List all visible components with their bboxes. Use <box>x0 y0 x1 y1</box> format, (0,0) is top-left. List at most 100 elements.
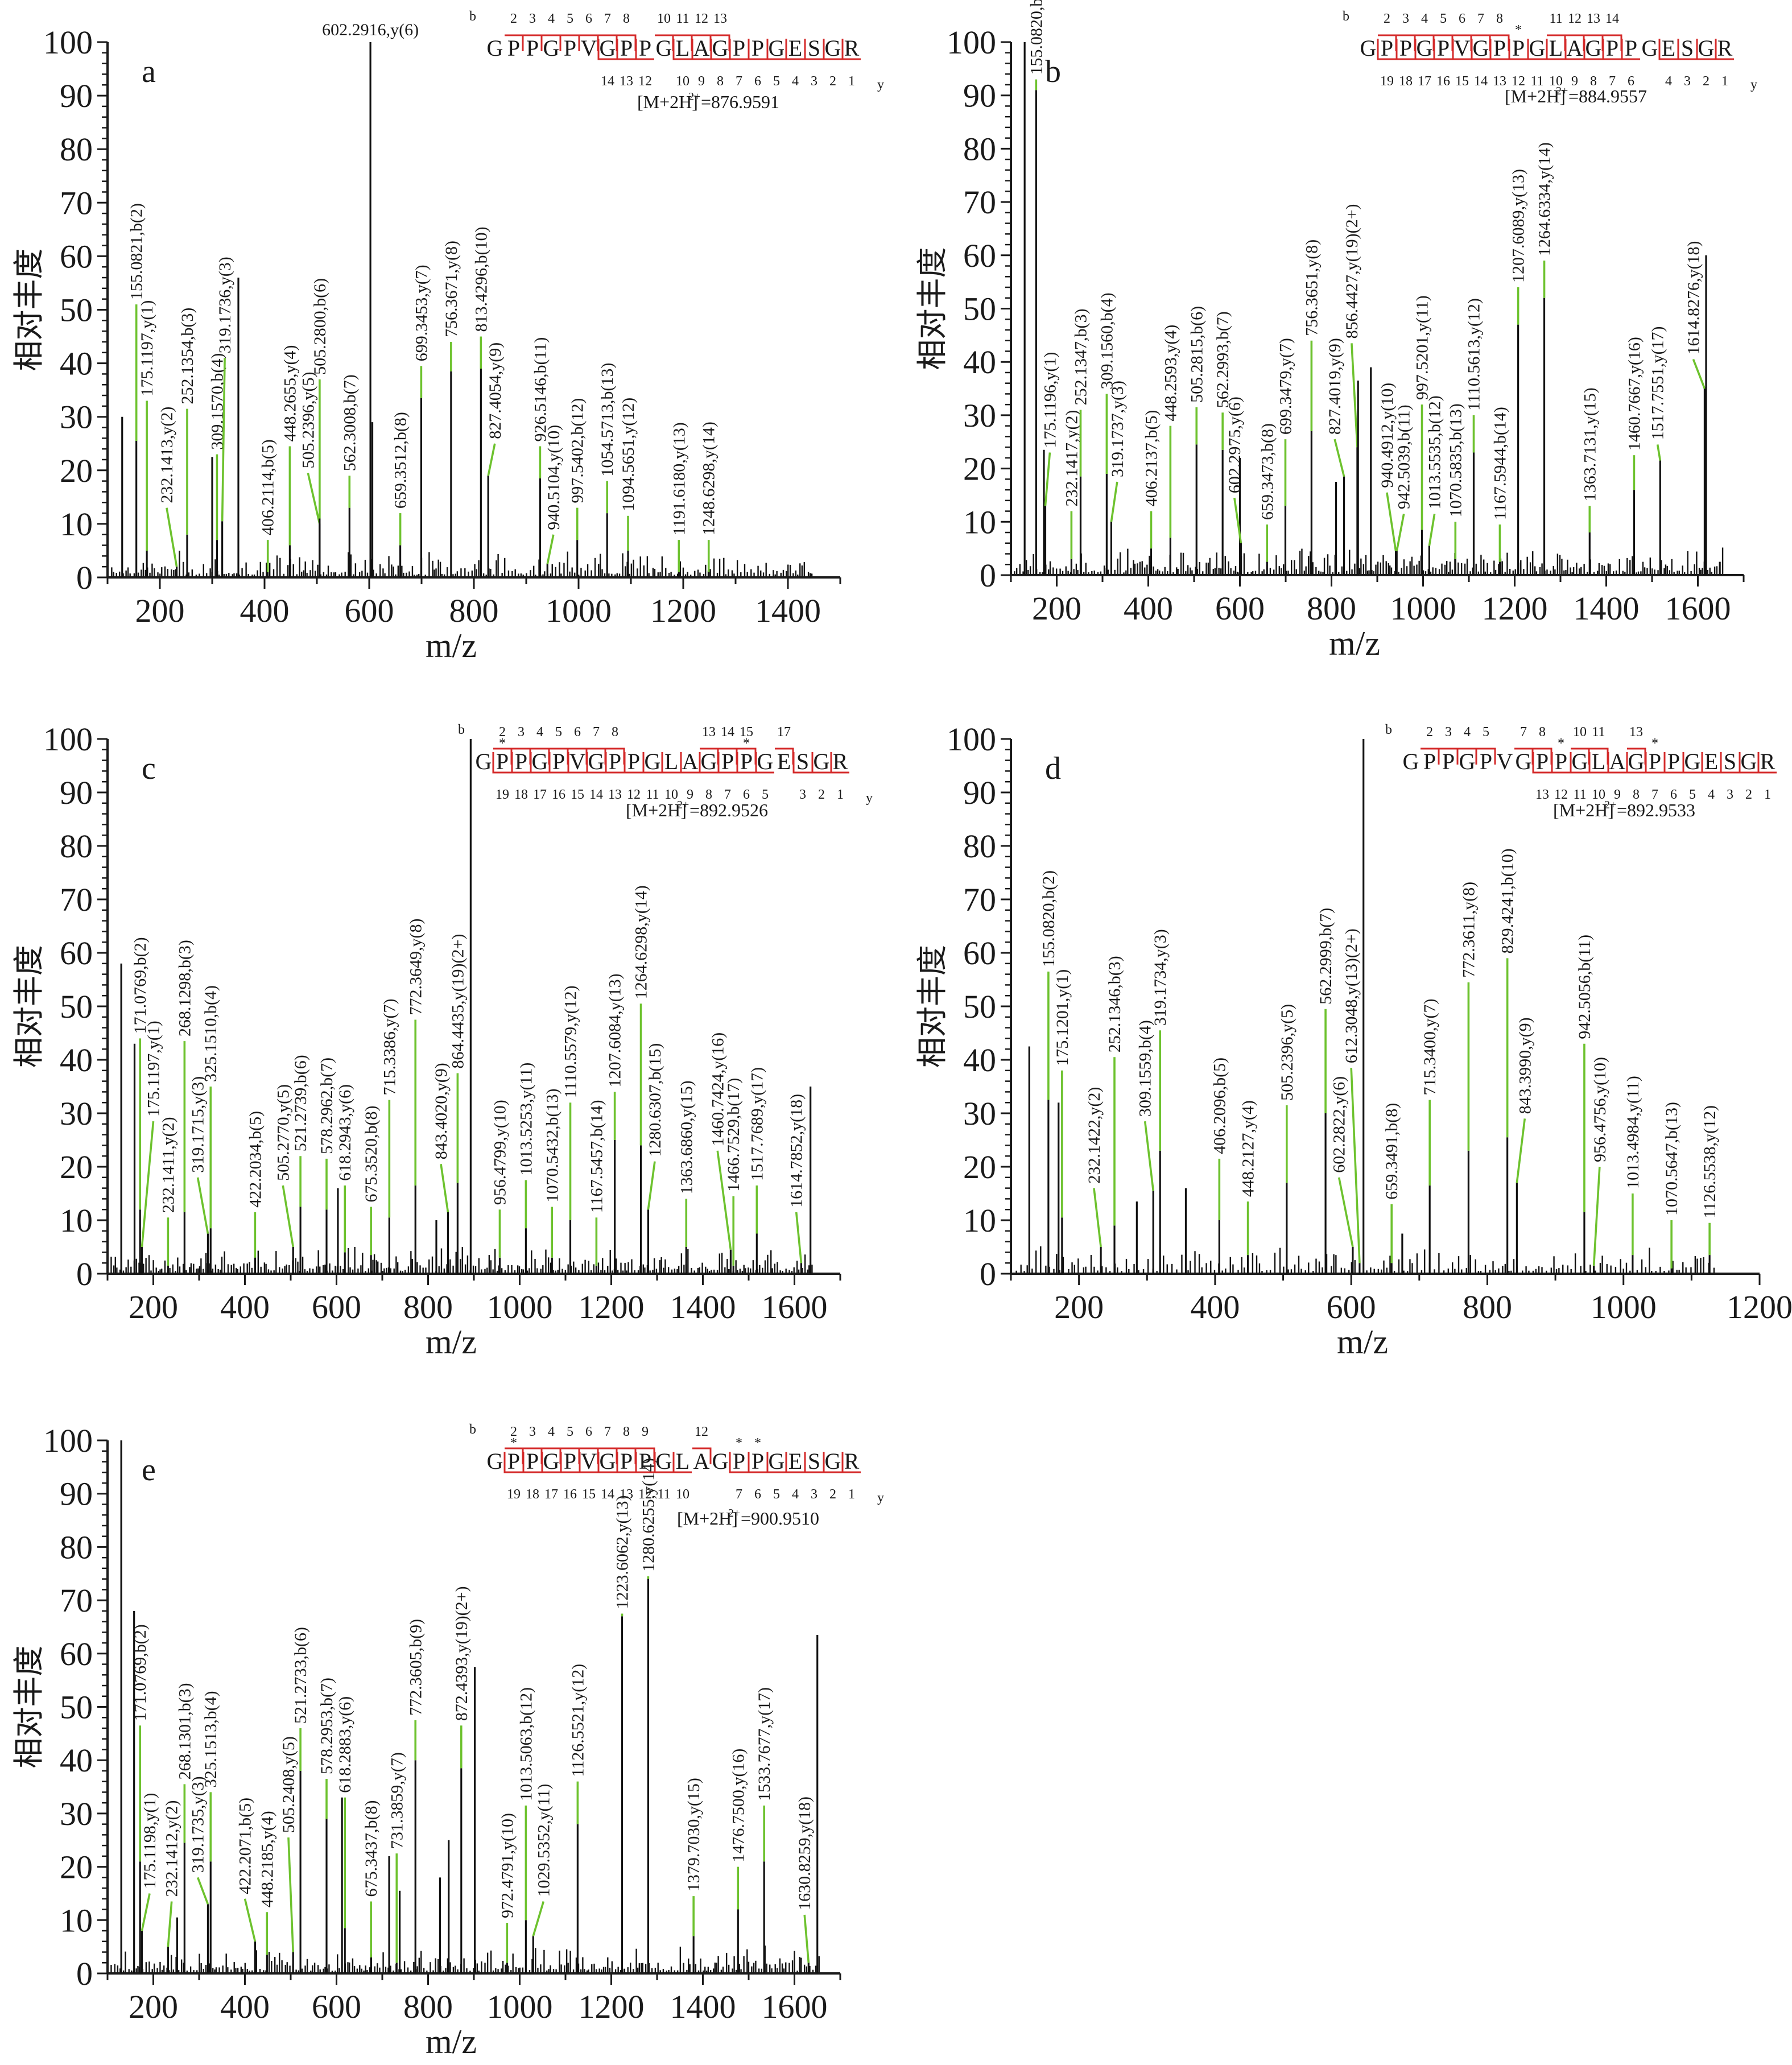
b-ion-number: 6 <box>585 11 592 26</box>
y-ion-bracket <box>597 1452 617 1473</box>
b-ion-number: 4 <box>536 725 543 740</box>
y-tick-label: 40 <box>60 1042 93 1079</box>
x-tick-label: 1000 <box>487 1988 553 2025</box>
y-ion-number: 2 <box>1745 787 1752 802</box>
x-tick-label: 1000 <box>487 1288 553 1325</box>
b-ion-number: 8 <box>1496 11 1503 26</box>
annotated-peak: 715.3386,y(7) <box>380 999 399 1274</box>
y-ion-number: 15 <box>571 787 584 802</box>
annotated-peak: 1630.8259,y(18) <box>795 1796 814 1973</box>
y-ion-bracket <box>736 752 755 774</box>
annotated-peak: 1054.5713,b(13) <box>598 363 617 577</box>
hydroxylation-asterisk: * <box>499 736 506 751</box>
y-ion-number: 1 <box>1721 74 1728 89</box>
y-ion-bracket <box>1677 39 1696 60</box>
y-tick-label: 10 <box>963 1202 996 1239</box>
b-ion-bracket <box>1458 747 1477 765</box>
b-ion-number: 5 <box>1440 11 1447 26</box>
peak-label: 325.1510,b(4) <box>201 985 220 1082</box>
peak-label: 843.4020,y(9) <box>432 1063 451 1159</box>
peak-label: 505.2396,y(5) <box>299 372 317 469</box>
y-ion-number: 4 <box>1665 74 1672 89</box>
sequence-residue: P <box>620 1448 633 1474</box>
annotated-peak: 319.1737,y(3) <box>1108 381 1127 575</box>
y-ion-number: 13 <box>620 1487 633 1502</box>
y-ion-number: 11 <box>1573 787 1586 802</box>
y-tick-label: 60 <box>963 237 996 274</box>
y-tick-label: 50 <box>963 988 996 1025</box>
y-ion-number: 13 <box>608 787 622 802</box>
annotated-peak: 1207.6084,y(13) <box>606 973 625 1274</box>
y-ion-bracket <box>1414 39 1434 60</box>
leader-line <box>1337 1177 1354 1248</box>
y-ion-bracket <box>766 39 786 60</box>
peak-label: 1013.5253,y(11) <box>517 1063 535 1176</box>
peak-label: 252.1354,b(3) <box>178 308 197 404</box>
b-ion-number: 5 <box>1483 725 1489 740</box>
y-ion-number: 5 <box>773 1487 780 1502</box>
y-ion-bracket <box>560 1452 579 1473</box>
annotated-peak: 940.4912,y(10) <box>1378 383 1397 575</box>
peak-label: 772.3649,y(8) <box>406 919 425 1015</box>
annotated-peak: 232.1417,y(2) <box>1062 410 1081 575</box>
annotated-peak: 843.4020,y(9) <box>432 1063 451 1274</box>
y-ion-bracket <box>1602 39 1621 60</box>
leader-line <box>1350 1068 1361 1263</box>
peak-label: 1070.5835,b(13) <box>1446 403 1465 517</box>
peak-label: 1167.5944,b(14) <box>1490 407 1509 520</box>
y-ion-bracket <box>830 752 849 774</box>
annotated-peak: 956.4799,y(10) <box>490 1100 509 1274</box>
sequence-residue: R <box>1717 35 1733 61</box>
sequence-residue: E <box>788 35 802 61</box>
b-ion-label: b <box>1343 9 1349 24</box>
peak-label: 505.2408,y(5) <box>279 1736 298 1833</box>
precursor-value: =892.9533 <box>1617 800 1695 820</box>
b-ion-number: 4 <box>1464 725 1471 740</box>
precursor-charge: 2+ <box>1556 85 1568 97</box>
y-ion-number: 14 <box>601 1487 614 1502</box>
annotated-peak: 956.4756,y(10) <box>1591 1057 1609 1274</box>
b-ion-number: 13 <box>1587 11 1600 26</box>
b-ion-number: 8 <box>612 725 618 740</box>
y-ion-bracket <box>1621 39 1640 60</box>
precursor-mass: [M+2H]2+ =892.9533 <box>1553 799 1695 820</box>
y-tick-label: 20 <box>963 1149 996 1186</box>
y-ion-number: 8 <box>1590 74 1597 89</box>
peak-label: 505.2815,b(6) <box>1187 306 1206 403</box>
leader-line <box>1233 497 1242 544</box>
peak-label: 268.1298,b(3) <box>175 940 194 1036</box>
leader-line <box>1093 1188 1102 1248</box>
y-ion-number: 10 <box>676 1487 689 1502</box>
annotated-peak: 1460.7667,y(16) <box>1625 337 1644 575</box>
precursor-charge: 2+ <box>688 90 700 103</box>
b-ion-bracket <box>1421 747 1440 765</box>
annotated-peak: 406.2137,b(5) <box>1142 410 1161 575</box>
peak-label: 422.2034,b(5) <box>246 1111 265 1208</box>
peak-label: 422.2071,b(5) <box>236 1798 255 1894</box>
leader-line <box>141 1121 155 1248</box>
annotated-peak: 1070.5432,b(13) <box>543 1089 561 1274</box>
y-ion-number: 2 <box>829 1487 836 1502</box>
y-ion-number: 3 <box>1727 787 1733 802</box>
peak-label: 618.2883,y(6) <box>336 1696 354 1793</box>
x-tick-label: 800 <box>403 1288 453 1325</box>
y-ion-number: 3 <box>1684 74 1691 89</box>
precursor-charge: 2+ <box>1604 799 1616 811</box>
annotated-peak: 926.5146,b(11) <box>531 337 550 577</box>
annotated-peak: 1363.6860,y(15) <box>677 1080 696 1274</box>
y-ion-number: 13 <box>1493 74 1506 89</box>
y-tick-label: 0 <box>980 557 996 594</box>
y-ion-number: 6 <box>743 787 750 802</box>
sequence-residue: G <box>543 1448 560 1474</box>
b-ion-number: 3 <box>529 11 536 26</box>
peak-label: 232.1412,y(2) <box>163 1800 181 1897</box>
y-ion-bracket <box>1532 752 1551 774</box>
b-ion-number: 11 <box>1592 725 1605 740</box>
sequence-residue: G <box>600 1448 616 1474</box>
sequence-residue: G <box>1360 35 1377 61</box>
peak-label: 171.0769,b(2) <box>131 1624 150 1721</box>
sequence-residue: G <box>645 749 661 774</box>
annotated-peak: 997.5402,b(12) <box>568 398 587 577</box>
sequence-residue: G <box>701 749 717 774</box>
peak-label: 319.1735,y(3) <box>189 1776 208 1873</box>
